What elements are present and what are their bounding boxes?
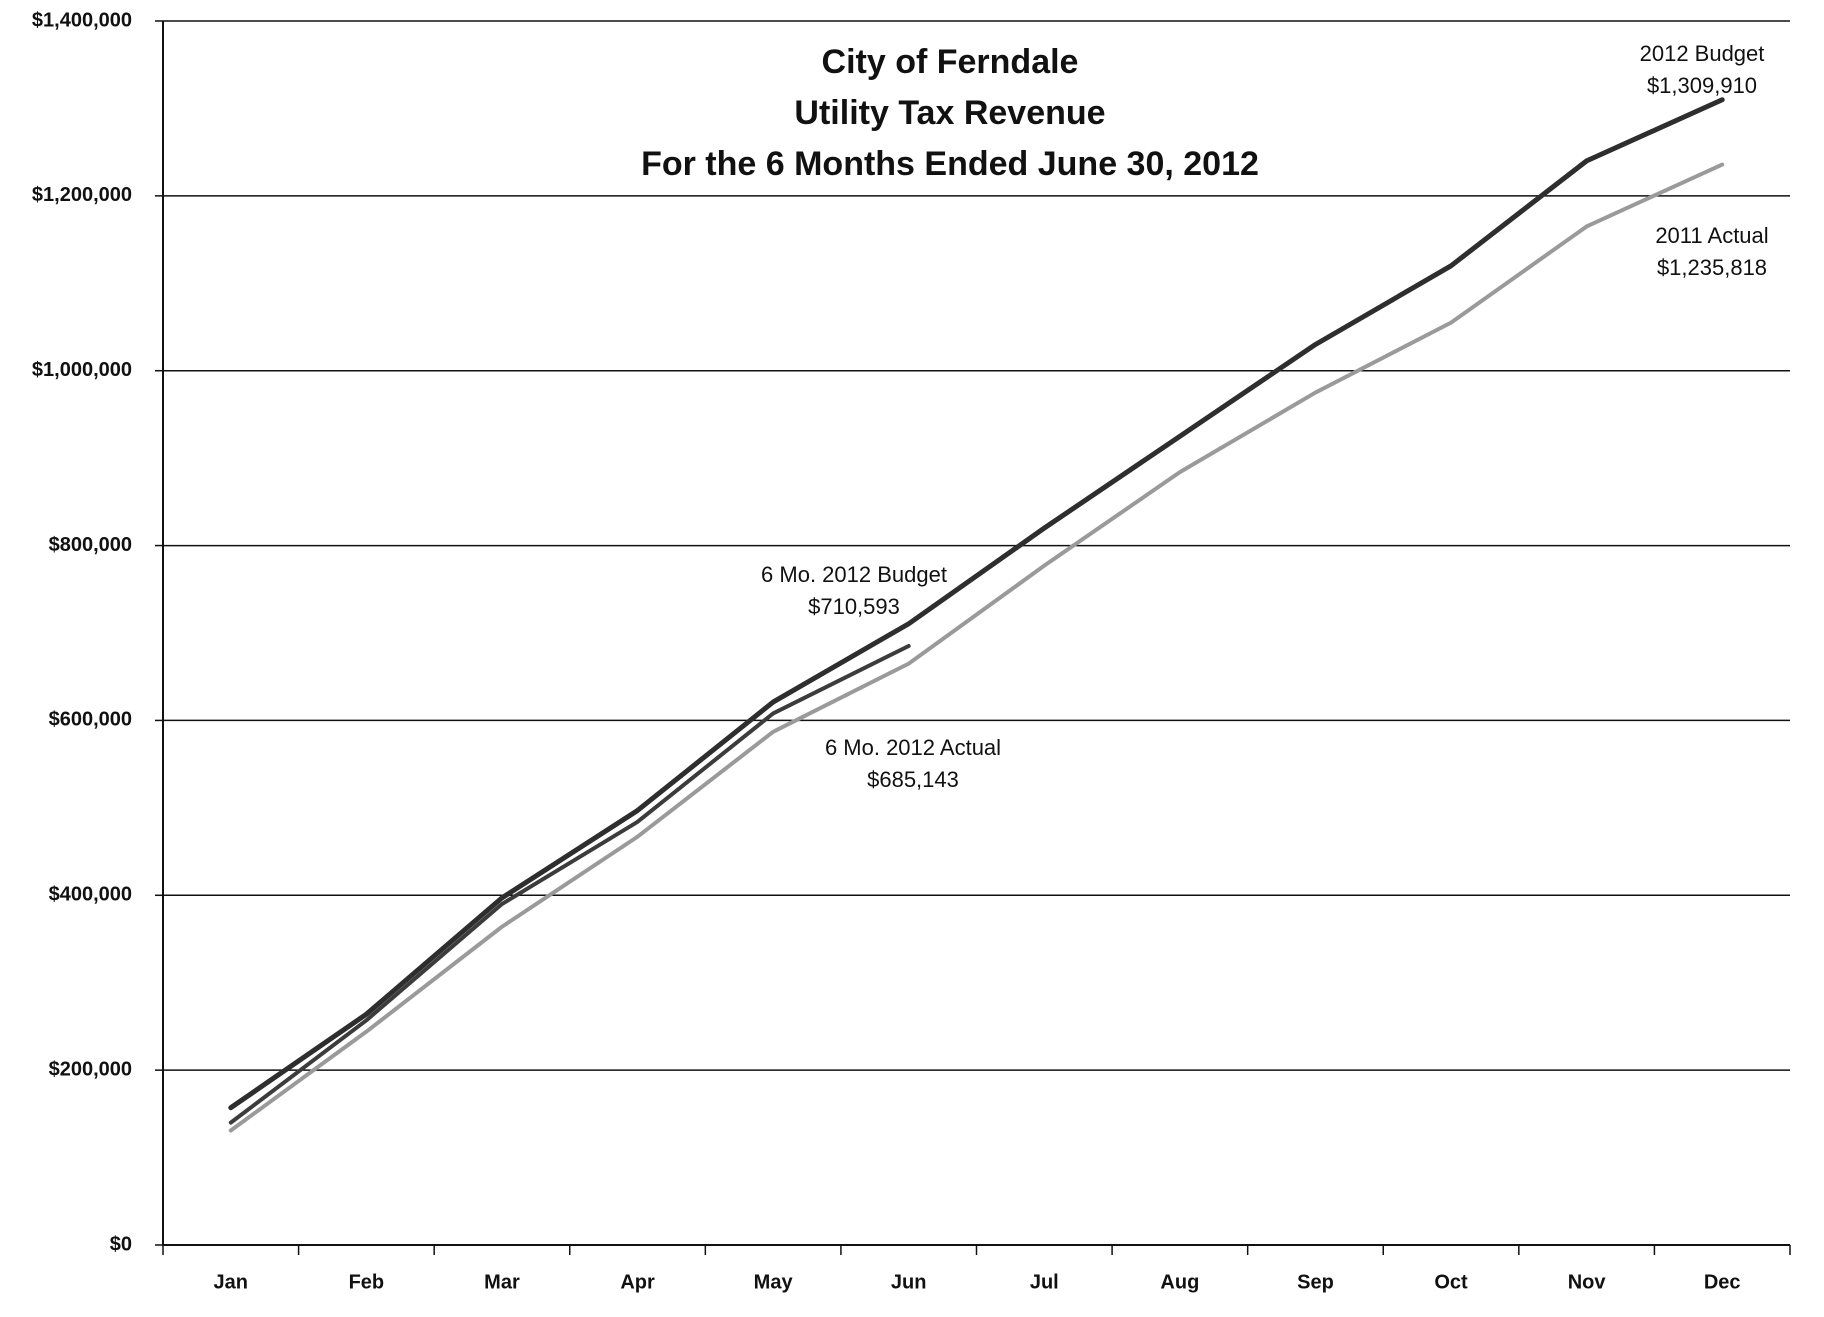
x-tick-label: Jun (891, 1271, 927, 1293)
chart-title: For the 6 Months Ended June 30, 2012 (641, 145, 1259, 183)
x-tick-label: Sep (1297, 1271, 1334, 1293)
y-tick-label: $200,000 (49, 1058, 132, 1080)
x-tick-label: Apr (620, 1271, 655, 1293)
annotation: $1,235,818 (1657, 255, 1767, 280)
annotation: $1,309,910 (1647, 73, 1757, 98)
y-tick-label: $600,000 (49, 709, 132, 731)
x-tick-label: Aug (1160, 1271, 1199, 1293)
series-line (228, 643, 911, 1125)
annotation: 6 Mo. 2012 Budget (761, 562, 947, 587)
annotation: $685,143 (867, 767, 959, 792)
x-tick-label: Dec (1704, 1271, 1741, 1293)
y-tick-label: $1,000,000 (32, 359, 132, 381)
chart-title: Utility Tax Revenue (794, 94, 1105, 132)
annotation: 6 Mo. 2012 Actual (825, 735, 1001, 760)
x-tick-label: Mar (484, 1271, 520, 1293)
x-tick-label: Nov (1568, 1271, 1607, 1293)
x-tick-label: Jan (214, 1271, 248, 1293)
y-tick-label: $400,000 (49, 884, 132, 906)
annotation: 2011 Actual (1655, 223, 1768, 248)
x-tick-label: May (754, 1271, 794, 1293)
y-tick-label: $800,000 (49, 534, 132, 556)
y-tick-label: $1,200,000 (32, 184, 132, 206)
series-line (228, 97, 1725, 1111)
x-tick-label: Oct (1434, 1271, 1468, 1293)
y-tick-label: $1,400,000 (32, 9, 132, 31)
annotation: 2012 Budget (1640, 41, 1765, 66)
x-tick-label: Feb (349, 1271, 385, 1293)
y-tick-label: $0 (110, 1233, 132, 1255)
x-tick-label: Jul (1030, 1271, 1059, 1293)
chart-title: City of Ferndale (822, 43, 1079, 81)
annotation: $710,593 (808, 594, 900, 619)
series-line (228, 162, 1725, 1133)
